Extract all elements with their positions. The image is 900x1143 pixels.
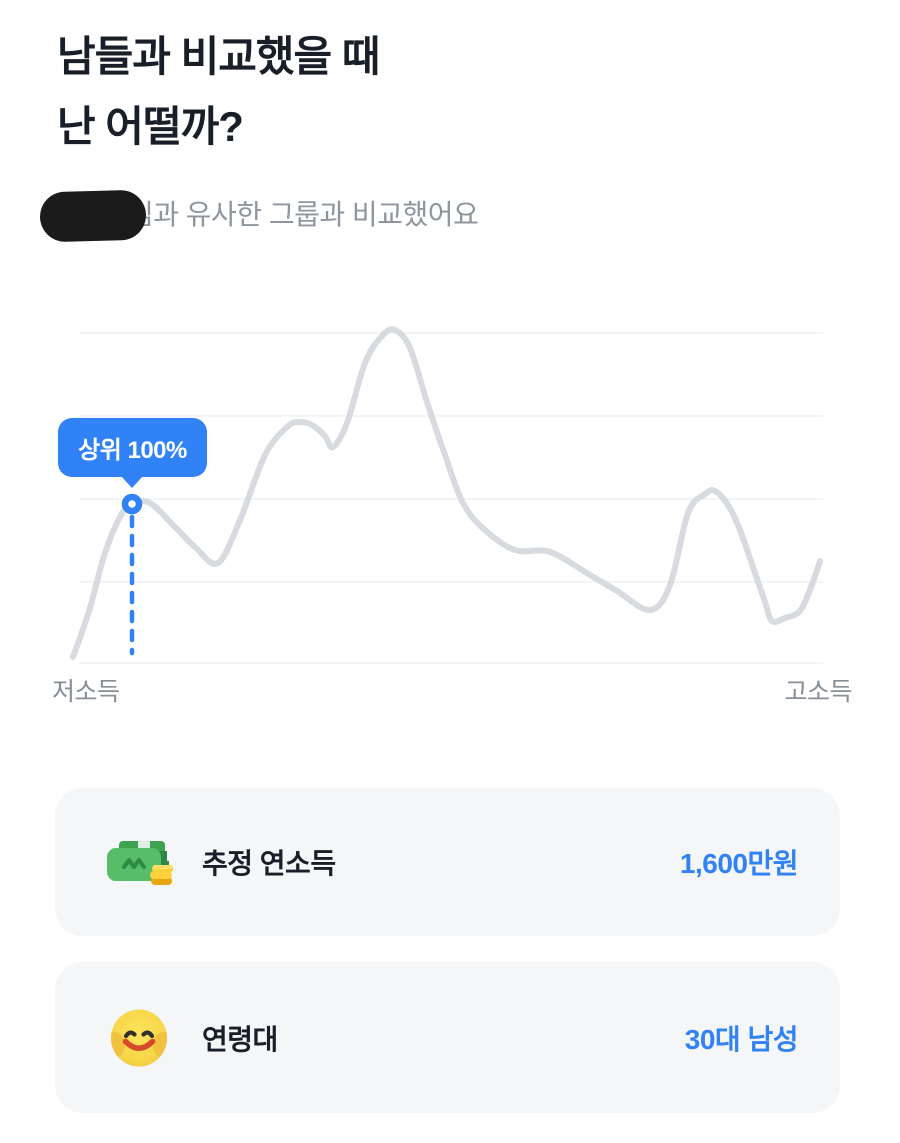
title-line-1: 남들과 비교했을 때: [57, 33, 380, 80]
title-line-2: 난 어떨까?: [57, 103, 244, 150]
redaction-blob: [39, 189, 147, 243]
chart-plot-area[interactable]: [55, 315, 845, 665]
card-value-age-group: 30대 남성: [684, 1023, 799, 1055]
smiling-face-icon: [105, 1009, 173, 1067]
percentile-tooltip: 상위 100%: [58, 418, 207, 488]
x-axis-labels: 저소득 고소득: [52, 672, 852, 708]
x-axis-label-high: 고소득: [784, 678, 852, 706]
card-age-group[interactable]: 연령대 30대 남성: [55, 962, 840, 1113]
card-label-estimated-income: 추정 연소득: [202, 848, 336, 879]
x-axis-label-low: 저소득: [52, 678, 120, 706]
card-value-estimated-income: 1,600만원: [679, 848, 799, 879]
card-label-age-group: 연령대: [202, 1023, 278, 1055]
subtitle: 님과 유사한 그룹과 비교했어요: [128, 199, 479, 230]
percentile-tooltip-label: 상위 100%: [78, 437, 187, 464]
card-estimated-income[interactable]: 추정 연소득 1,600만원: [55, 788, 840, 936]
income-distribution-chart: 상위 100% 저소득 고소득: [52, 315, 852, 708]
money-banknote-icon: [105, 838, 173, 886]
